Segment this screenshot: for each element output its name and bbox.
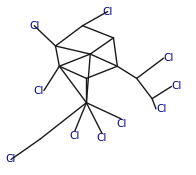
Text: Cl: Cl [97, 133, 107, 143]
Text: Cl: Cl [6, 154, 16, 164]
Text: Cl: Cl [172, 82, 182, 92]
Text: Cl: Cl [103, 6, 113, 16]
Text: Cl: Cl [116, 119, 126, 129]
Text: Cl: Cl [70, 131, 80, 141]
Text: Cl: Cl [34, 86, 44, 96]
Text: Cl: Cl [29, 21, 39, 31]
Text: Cl: Cl [156, 104, 166, 114]
Text: Cl: Cl [164, 53, 174, 63]
